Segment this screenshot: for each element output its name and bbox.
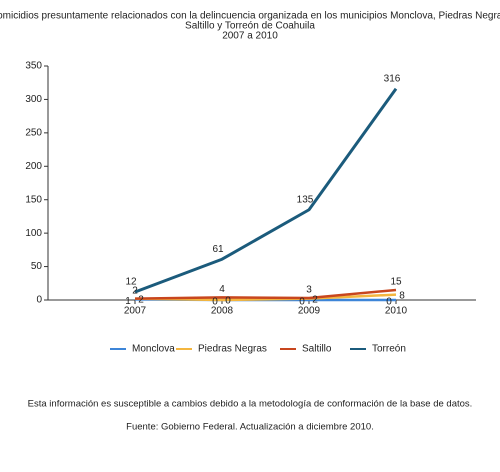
- chart-title: 2007 a 2010: [222, 31, 278, 42]
- y-tick-label: 150: [25, 194, 42, 205]
- data-label: 0: [212, 297, 218, 308]
- y-tick-label: 350: [25, 61, 42, 72]
- data-label: 0: [225, 296, 231, 307]
- legend-label: Saltillo: [302, 344, 332, 355]
- data-label: 0: [299, 297, 305, 308]
- y-tick-label: 100: [25, 228, 42, 239]
- y-tick-label: 0: [36, 295, 42, 306]
- legend-label: Piedras Negras: [198, 344, 267, 355]
- data-label: 1: [125, 296, 131, 307]
- note: Fuente: Gobierno Federal. Actualización …: [126, 422, 374, 433]
- series-line: [134, 293, 397, 302]
- data-label: 8: [399, 290, 405, 301]
- y-tick-label: 50: [31, 261, 43, 272]
- y-tick-label: 300: [25, 94, 42, 105]
- data-label: 2: [312, 294, 318, 305]
- legend-label: Torreón: [372, 344, 406, 355]
- note: Esta información es susceptible a cambio…: [28, 399, 473, 410]
- legend-label: Monclova: [132, 344, 175, 355]
- chart-title: Homicidios presuntamente relacionados co…: [0, 11, 500, 22]
- x-tick-label: 2007: [124, 306, 147, 317]
- data-label: 15: [390, 277, 402, 288]
- y-tick-label: 200: [25, 161, 42, 172]
- data-label: 2: [138, 294, 144, 305]
- data-label: 0: [386, 297, 392, 308]
- data-label: 4: [219, 284, 225, 295]
- series-line: [134, 288, 397, 300]
- y-tick-label: 250: [25, 127, 42, 138]
- series-line: [134, 87, 398, 294]
- x-tick-label: 2010: [385, 306, 408, 317]
- chart-title: Saltillo y Torreón de Coahuila: [185, 21, 315, 32]
- x-tick-label: 2009: [298, 306, 321, 317]
- data-label: 316: [384, 73, 401, 84]
- data-label: 12: [125, 277, 137, 288]
- data-label: 2: [132, 285, 138, 296]
- x-tick-label: 2008: [211, 306, 234, 317]
- data-label: 135: [297, 194, 314, 205]
- data-label: 61: [212, 244, 224, 255]
- data-label: 3: [306, 285, 312, 296]
